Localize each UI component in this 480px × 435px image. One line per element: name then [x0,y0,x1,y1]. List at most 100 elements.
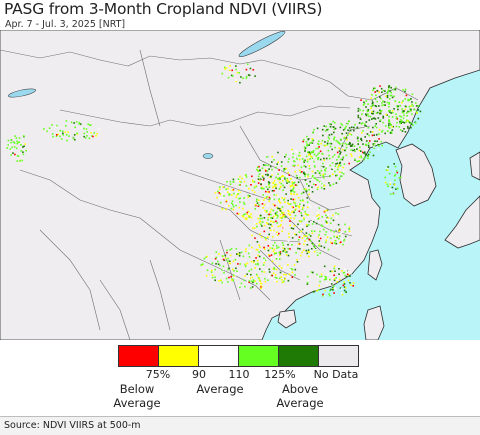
cropland-pixel [278,198,280,200]
cropland-pixel [236,194,238,196]
cropland-pixel [278,169,280,171]
cropland-pixel [384,125,387,127]
cropland-pixel [17,155,20,157]
cropland-pixel [251,189,254,192]
cropland-pixel [52,135,54,138]
cropland-pixel [372,126,374,129]
cropland-pixel [23,145,25,148]
cropland-pixel [332,173,334,175]
cropland-pixel [211,276,214,279]
cropland-pixel [298,205,301,208]
cropland-pixel [248,74,251,77]
cropland-pixel [370,105,372,108]
cropland-pixel [327,273,329,275]
cropland-pixel [61,130,64,132]
cropland-pixel [272,221,274,223]
cropland-pixel [7,144,10,146]
cropland-pixel [249,67,252,70]
cropland-pixel [271,174,273,176]
cropland-pixel [343,286,346,288]
cropland-pixel [276,214,278,216]
cropland-pixel [244,213,246,215]
cropland-pixel [332,120,334,123]
cropland-pixel [328,123,331,125]
cropland-pixel [408,99,411,101]
cropland-pixel [318,171,321,174]
cropland-pixel [305,190,308,193]
cropland-pixel [302,140,304,143]
legend-tick-90: 90 [192,368,206,381]
cropland-pixel [271,155,273,158]
cropland-pixel [379,109,381,112]
cropland-pixel [281,197,284,199]
cropland-pixel [410,123,413,125]
cropland-pixel [339,287,342,289]
cropland-pixel [333,231,335,233]
cropland-pixel [288,174,291,176]
cropland-pixel [265,210,268,212]
cropland-pixel [376,131,378,134]
cropland-pixel [322,166,325,168]
cropland-pixel [379,112,382,115]
cropland-pixel [88,137,91,140]
cropland-pixel [336,278,339,280]
cropland-pixel [337,156,340,159]
cropland-pixel [276,247,278,249]
cropland-pixel [79,123,82,125]
cropland-pixel [277,173,279,175]
cropland-pixel [238,189,240,192]
cropland-pixel [225,67,228,69]
cropland-pixel [261,203,264,205]
cropland-pixel [407,127,409,130]
cropland-pixel [257,217,259,220]
cropland-pixel [10,154,12,156]
cropland-pixel [270,175,272,178]
cropland-pixel [316,153,319,156]
cropland-pixel [257,263,259,266]
admin-boundary [179,169,271,201]
cropland-pixel [310,141,313,144]
cropland-pixel [268,168,270,170]
cropland-pixel [389,132,392,134]
cropland-pixel [275,262,278,264]
cropland-pixel [219,193,222,196]
cropland-pixel [261,270,263,273]
admin-boundary [199,199,301,243]
cropland-pixel [330,241,332,244]
cropland-pixel [342,173,345,175]
cropland-pixel [12,152,14,154]
cropland-pixel [223,195,225,197]
cropland-pixel [308,255,310,258]
cropland-pixel [14,135,16,137]
cropland-pixel [352,285,354,287]
cropland-pixel [294,209,296,212]
cropland-pixel [394,165,397,168]
cropland-pixel [338,150,341,152]
cropland-pixel [250,280,253,283]
cropland-pixel [365,113,367,115]
cropland-pixel [311,232,314,235]
cropland-pixel [338,164,340,166]
cropland-pixel [216,196,218,199]
cropland-pixel [282,211,285,214]
cropland-pixel [339,162,341,165]
cropland-pixel [10,141,12,144]
cropland-pixel [317,275,319,278]
cropland-pixel [348,227,351,230]
cropland-pixel [384,90,386,92]
cropland-pixel [267,204,269,207]
cropland-pixel [15,147,18,150]
admin-boundary [219,239,241,301]
cropland-pixel [261,221,264,223]
cropland-pixel [298,154,300,157]
cropland-pixel [338,178,341,180]
cropland-pixel [399,115,401,117]
cropland-pixel [221,197,223,199]
cropland-pixel [401,108,403,110]
cropland-pixel [259,169,261,171]
cropland-pixel [373,134,375,136]
cropland-pixel [338,235,341,237]
cropland-pixel [283,186,286,189]
cropland-pixel [312,220,315,223]
cropland-pixel [248,256,251,258]
